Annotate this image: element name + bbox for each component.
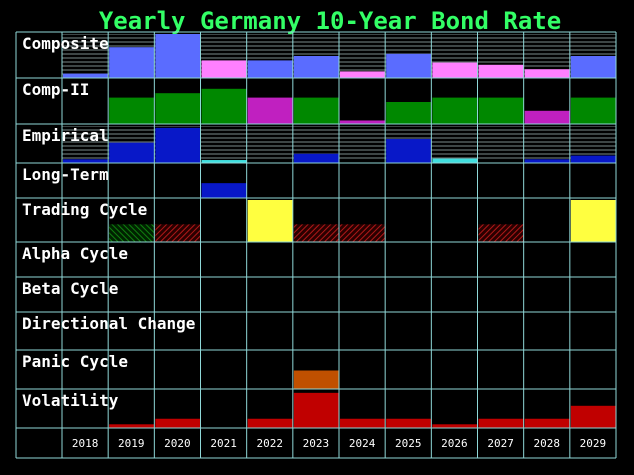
- cell-volatility-2019: [109, 424, 155, 428]
- cell-comp-ii-2020: [155, 93, 201, 124]
- cell-trading-cycle-2022: [247, 200, 293, 242]
- year-label-2026: 2026: [441, 437, 468, 450]
- row-label-long-term: Long-Term: [22, 165, 109, 184]
- cell-comp-ii-2025: [386, 102, 432, 124]
- cell-composite-2022: [247, 60, 293, 78]
- cell-composite-2020: [155, 34, 201, 78]
- cell-composite-2023: [293, 56, 339, 78]
- cell-comp-ii-2029: [570, 97, 616, 124]
- row-label-panic-cycle: Panic Cycle: [22, 352, 128, 371]
- grid-layer: [15, 31, 617, 459]
- year-label-2022: 2022: [257, 437, 284, 450]
- cell-volatility-2024: [340, 418, 386, 428]
- year-labels: 2018 2019 2020 2021 2022 2023 2024 2025 2026 2027…: [72, 437, 606, 450]
- cell-trading-cycle-2023: [293, 224, 339, 242]
- row-label-directional-change: Directional Change: [22, 314, 195, 333]
- cell-trading-cycle-2027: [478, 224, 524, 242]
- cell-empirical-2021: [201, 160, 247, 163]
- cell-volatility-2020: [155, 418, 201, 428]
- cell-composite-2018: [63, 73, 109, 78]
- cell-trading-cycle-2024: [340, 224, 386, 242]
- cell-trading-cycle-2019: [109, 224, 155, 242]
- cell-composite-2028: [524, 69, 570, 78]
- cell-comp-ii-2024: [340, 120, 386, 124]
- cell-composite-2027: [478, 64, 524, 78]
- cell-composite-2025: [386, 53, 432, 78]
- cell-comp-ii-2019: [109, 97, 155, 124]
- cell-panic-cycle-2023: [293, 370, 339, 389]
- cell-volatility-2029: [570, 405, 616, 428]
- cell-empirical-2018: [63, 159, 109, 163]
- row-label-empirical: Empirical: [22, 126, 109, 145]
- year-label-2024: 2024: [349, 437, 376, 450]
- row-label-volatility: Volatility: [22, 391, 119, 410]
- cell-composite-2026: [432, 62, 478, 78]
- year-label-2020: 2020: [164, 437, 191, 450]
- row-label-beta-cycle: Beta Cycle: [22, 279, 118, 298]
- year-label-2021: 2021: [210, 437, 237, 450]
- cell-trading-cycle-2029: [570, 200, 616, 242]
- cell-volatility-2027: [478, 418, 524, 428]
- year-label-2019: 2019: [118, 437, 145, 450]
- year-label-2018: 2018: [72, 437, 99, 450]
- cell-empirical-2023: [293, 153, 339, 163]
- cell-empirical-2026: [432, 158, 478, 163]
- cell-comp-ii-2021: [201, 88, 247, 124]
- row-label-comp-ii: Comp-II: [22, 80, 89, 99]
- row-label-composite: Composite: [22, 34, 109, 53]
- row-labels: Composite Comp-II Empirical Long-Term Tradin…: [22, 34, 195, 410]
- cell-long-term-2021: [201, 183, 247, 198]
- cell-volatility-2025: [386, 418, 432, 428]
- cell-volatility-2023: [293, 392, 339, 428]
- year-label-2028: 2028: [534, 437, 561, 450]
- cell-composite-2021: [201, 60, 247, 78]
- cell-composite-2029: [570, 56, 616, 78]
- row-label-trading-cycle: Trading Cycle: [22, 200, 147, 219]
- cell-composite-2019: [109, 47, 155, 78]
- year-label-2027: 2027: [487, 437, 514, 450]
- year-label-2025: 2025: [395, 437, 422, 450]
- cell-comp-ii-2026: [432, 97, 478, 124]
- cell-trading-cycle-2020: [155, 224, 201, 242]
- cell-empirical-2025: [386, 138, 432, 163]
- cell-empirical-2020: [155, 127, 201, 163]
- cell-comp-ii-2023: [293, 97, 339, 124]
- row-label-alpha-cycle: Alpha Cycle: [22, 244, 128, 263]
- cell-comp-ii-2022: [247, 97, 293, 124]
- cell-comp-ii-2028: [524, 110, 570, 124]
- year-label-2023: 2023: [303, 437, 330, 450]
- cell-volatility-2026: [432, 424, 478, 428]
- cell-volatility-2022: [247, 418, 293, 428]
- cell-empirical-2029: [570, 155, 616, 163]
- chart-title: Yearly Germany 10-Year Bond Rate: [99, 7, 561, 35]
- cell-empirical-2028: [524, 159, 570, 163]
- cell-volatility-2028: [524, 418, 570, 428]
- cell-composite-2024: [340, 71, 386, 78]
- cell-empirical-2019: [109, 142, 155, 163]
- year-label-2029: 2029: [580, 437, 607, 450]
- cell-comp-ii-2027: [478, 97, 524, 124]
